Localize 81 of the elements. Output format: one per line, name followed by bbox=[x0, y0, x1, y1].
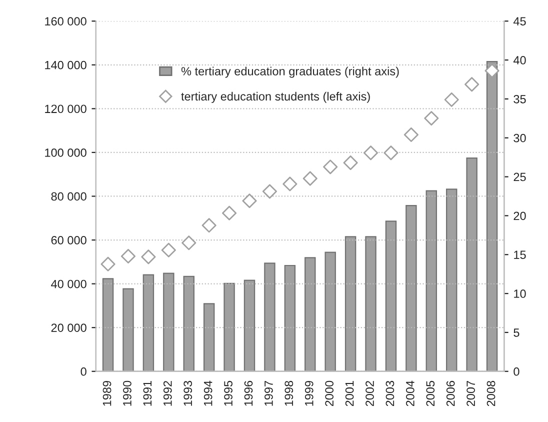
point bbox=[161, 242, 176, 258]
legend-label: tertiary education students (left axis) bbox=[181, 92, 370, 103]
point bbox=[282, 176, 298, 192]
y-tick-label: 60 000 bbox=[51, 236, 86, 244]
y2-tick-label: 15 bbox=[514, 250, 526, 259]
y2-tick-label: 0 bbox=[514, 367, 520, 376]
point bbox=[242, 194, 257, 208]
point bbox=[222, 206, 237, 220]
x-tick-label: 2006 bbox=[446, 380, 455, 406]
bar bbox=[163, 272, 174, 372]
bar bbox=[142, 274, 154, 372]
y-tick-label: 120 000 bbox=[45, 104, 86, 114]
bar bbox=[406, 205, 417, 372]
x-tick-label: 1998 bbox=[284, 380, 294, 406]
y-tick-label: 0 bbox=[80, 367, 86, 376]
x-tick-label: 2005 bbox=[426, 380, 435, 406]
point bbox=[363, 146, 378, 160]
x-tick-label: 1999 bbox=[304, 380, 314, 406]
x-tick-label: 1990 bbox=[123, 380, 132, 406]
bar bbox=[486, 61, 498, 372]
point bbox=[100, 256, 116, 272]
point bbox=[384, 146, 398, 160]
point bbox=[464, 77, 480, 92]
y-tick-label: 140 000 bbox=[45, 60, 86, 70]
point bbox=[302, 171, 318, 186]
point bbox=[141, 250, 156, 264]
point bbox=[323, 160, 338, 174]
x-tick-label: 1994 bbox=[204, 380, 212, 406]
y2-tick-label: 20 bbox=[514, 212, 526, 220]
point bbox=[404, 127, 418, 142]
bar bbox=[446, 188, 458, 372]
x-tick-label: 2008 bbox=[486, 380, 496, 406]
x-tick-label: 2001 bbox=[345, 380, 354, 406]
y2-tick-label: 35 bbox=[514, 94, 526, 104]
y-tick-label: 160 000 bbox=[45, 17, 86, 26]
bar bbox=[183, 276, 194, 372]
point bbox=[484, 64, 500, 78]
x-tick-label: 2003 bbox=[386, 380, 394, 406]
bar bbox=[344, 236, 356, 372]
x-tick-label: 1989 bbox=[102, 380, 112, 406]
y-tick-label: 100 000 bbox=[45, 148, 86, 157]
point bbox=[424, 111, 439, 126]
y2-tick-label: 40 bbox=[513, 56, 526, 64]
bar bbox=[244, 280, 256, 372]
bar bbox=[466, 158, 478, 372]
bar bbox=[102, 278, 114, 372]
bar bbox=[122, 288, 134, 372]
x-tick-label: 1997 bbox=[264, 380, 273, 406]
bar bbox=[365, 236, 376, 372]
point bbox=[444, 92, 459, 107]
bar bbox=[224, 282, 235, 372]
bar bbox=[324, 252, 336, 372]
y2-tick-label: 25 bbox=[514, 172, 526, 182]
point bbox=[202, 218, 216, 233]
bar bbox=[426, 190, 438, 372]
point bbox=[182, 236, 196, 250]
bar bbox=[203, 303, 215, 372]
bar bbox=[385, 220, 397, 372]
x-tick-label: 2002 bbox=[366, 380, 374, 406]
bar bbox=[284, 264, 296, 372]
y2-tick-label: 10 bbox=[514, 290, 526, 298]
x-tick-label: 2004 bbox=[406, 380, 414, 406]
y-tick-label: 20 000 bbox=[51, 324, 86, 332]
y2-tick-label: 30 bbox=[514, 134, 526, 142]
legend-label: % tertiary education graduates (right axis) bbox=[181, 66, 399, 78]
x-tick-label: 2007 bbox=[466, 380, 475, 406]
y2-tick-label: 5 bbox=[514, 328, 520, 337]
bar bbox=[264, 262, 276, 372]
y2-tick-label: 45 bbox=[513, 17, 526, 26]
point bbox=[262, 184, 277, 199]
x-tick-label: 1995 bbox=[224, 380, 232, 406]
y-tick-label: 80 000 bbox=[51, 192, 86, 201]
bar bbox=[304, 257, 316, 372]
x-tick-label: 1993 bbox=[184, 380, 192, 406]
point bbox=[120, 248, 136, 264]
point bbox=[343, 155, 358, 170]
x-tick-label: 2000 bbox=[325, 380, 334, 406]
y-tick-label: 40 000 bbox=[51, 280, 86, 288]
x-tick-label: 1996 bbox=[244, 380, 253, 406]
x-tick-label: 1991 bbox=[143, 380, 152, 406]
x-tick-label: 1992 bbox=[163, 380, 172, 406]
